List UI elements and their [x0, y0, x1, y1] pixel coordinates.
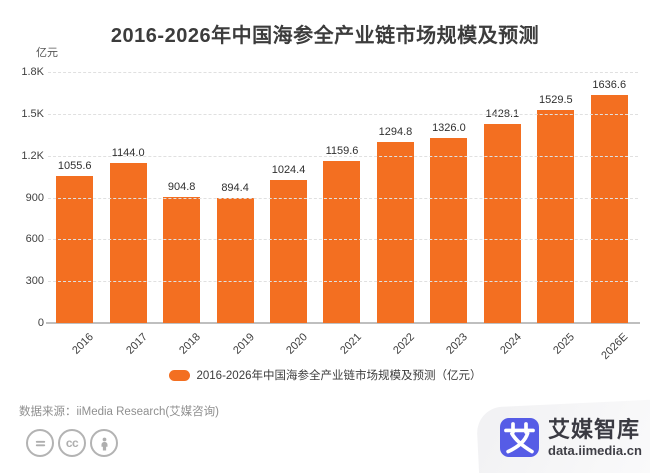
y-axis-unit-label: 亿元	[36, 47, 58, 59]
y-tick-label: 300	[25, 275, 44, 288]
y-tick-label: 1.2K	[21, 149, 44, 162]
bar-group-2019: 894.4 2019	[208, 72, 261, 357]
iimedia-logo-icon	[500, 418, 539, 457]
y-tick-label: 0	[37, 317, 44, 329]
bar-group-2020: 1024.4 2020	[262, 72, 315, 357]
bar-group-2025: 1529.5 2025	[529, 72, 582, 357]
bar[interactable]	[323, 161, 361, 323]
x-tick-label: 2022	[391, 331, 417, 357]
x-tick-label: 2025	[551, 331, 578, 357]
bar[interactable]	[163, 196, 201, 323]
equals-icon[interactable]	[26, 429, 54, 457]
gridline	[48, 113, 638, 115]
bar[interactable]	[537, 109, 575, 323]
bar[interactable]	[270, 180, 308, 323]
bar-group-2026E: 1636.6 2026E	[583, 72, 636, 362]
bar[interactable]	[376, 142, 414, 323]
x-tick-label: 2024	[498, 331, 524, 357]
bar-value-label: 1055.6	[57, 159, 92, 172]
x-tick-label: 2018	[177, 331, 204, 357]
legend-swatch	[168, 369, 190, 381]
bar-value-label: 1636.6	[592, 78, 627, 91]
bar-value-label: 894.4	[221, 182, 249, 195]
y-tick-label: 1.5K	[21, 107, 44, 120]
bar-group-2021: 1159.6 2021	[315, 72, 368, 357]
data-source-text: 数据来源：iiMedia Research(艾媒咨询)	[19, 406, 220, 418]
bar-value-label: 1529.5	[538, 93, 573, 106]
chart-legend[interactable]: 2016-2026年中国海参全产业链市场规模及预测（亿元）	[0, 367, 650, 383]
bar-value-label: 1326.0	[432, 122, 466, 135]
bar-group-2023: 1326.0 2023	[422, 72, 475, 357]
y-tick-label: 600	[25, 233, 44, 246]
chart-title: 2016-2026年中国海参全产业链市场规模及预测	[110, 25, 540, 47]
x-tick-label: 2021	[337, 331, 364, 357]
gridline	[48, 72, 638, 73]
gridline	[48, 239, 638, 241]
bar-group-2022: 1294.8 2022	[369, 72, 422, 357]
brand-site-url: data.iimedia.cn	[548, 442, 642, 458]
bars: 1055.6 2016 1144.0 2017 904.8 2018 894.4 2019 10…	[48, 72, 636, 362]
legend-label: 2016-2026年中国海参全产业链市场规模及预测（亿元）	[196, 370, 482, 382]
bar-value-label: 1294.8	[378, 126, 413, 139]
x-tick-label: 2020	[284, 331, 311, 357]
bar[interactable]	[590, 94, 628, 323]
bar[interactable]	[483, 123, 521, 323]
bar[interactable]	[430, 138, 468, 323]
y-tick-label: 1.8K	[21, 66, 44, 78]
brand-logo[interactable]: 艾媒智库 data.iimedia.cn	[500, 418, 642, 457]
bar-group-2018: 904.8 2018	[155, 72, 208, 357]
bar-value-label: 904.8	[167, 180, 196, 193]
bar-value-label: 1024.4	[271, 164, 306, 177]
x-tick-label: 2017	[123, 331, 150, 357]
brand-name: 艾媒智库	[548, 416, 641, 442]
bar-value-label: 1159.6	[325, 145, 359, 158]
x-tick-label: 2026E	[599, 331, 631, 362]
bar[interactable]	[216, 198, 254, 323]
bar[interactable]	[56, 175, 94, 323]
gridline	[48, 155, 638, 157]
x-tick-label: 2023	[444, 331, 471, 357]
y-tick-label: 900	[25, 191, 44, 204]
x-tick-label: 2016	[70, 331, 97, 357]
x-tick-label: 2019	[230, 331, 257, 357]
gridline	[48, 197, 638, 199]
bar[interactable]	[109, 163, 147, 323]
x-axis-line	[46, 322, 640, 324]
person-icon[interactable]	[90, 429, 118, 457]
gridline	[48, 281, 638, 283]
bar-value-label: 1144.0	[111, 147, 145, 160]
cc-icon[interactable]: cc	[58, 429, 86, 457]
bar-group-2017: 1144.0 2017	[101, 72, 154, 357]
bar-group-2016: 1055.6 2016	[48, 72, 101, 357]
license-icons: cc	[26, 429, 118, 457]
